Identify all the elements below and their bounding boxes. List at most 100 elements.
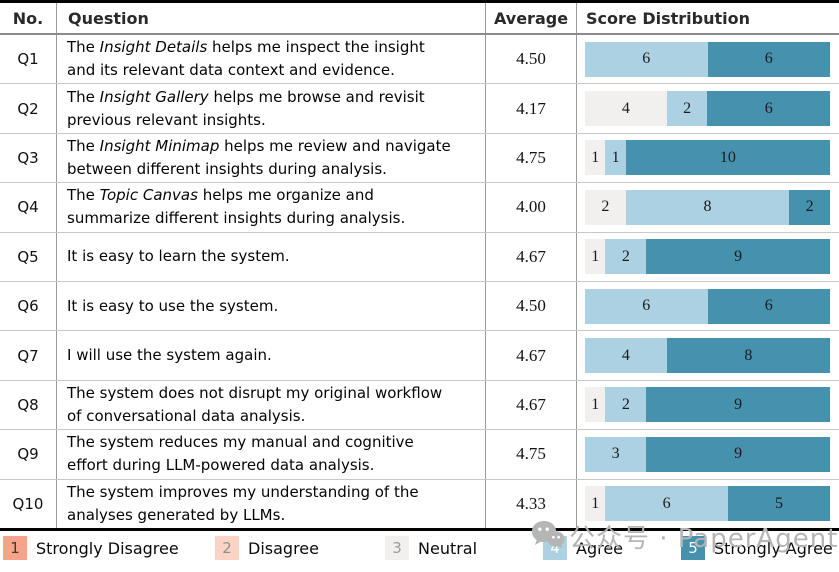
average-value: 4.67: [486, 331, 577, 380]
question-cell: It is easy to use the system.: [57, 281, 486, 331]
legend-swatch-4: 4: [543, 536, 567, 560]
table-row-q5: Q5 It is easy to learn the system. 4.67 1 2 9: [0, 232, 839, 282]
question-text-fragment: The: [67, 136, 100, 155]
bar-segment-score-3: 1: [585, 239, 606, 275]
average-value: 4.67: [486, 232, 577, 281]
legend-label: Neutral: [418, 538, 478, 558]
table-row-q7: Q7 I will use the system again. 4.67 4 8: [0, 331, 839, 381]
average-value: 4.75: [486, 133, 577, 183]
row-number: Q4: [0, 183, 57, 232]
table-row-q1: Q1 The Insight Details helps me inspect t…: [0, 35, 839, 85]
question-text-fragment: The: [67, 186, 100, 205]
row-number: Q7: [0, 331, 57, 380]
question-cell: The Topic Canvas helps me organize and s…: [57, 183, 486, 232]
row-number: Q10: [0, 479, 57, 528]
question-component-name: Insight Minimap: [99, 136, 220, 155]
question-cell: The Insight Gallery helps me browse and …: [57, 84, 486, 133]
bar-segment-score-4: 6: [605, 486, 728, 522]
legend-swatch-2: 2: [215, 536, 239, 560]
bar-segment-score-3: 4: [585, 91, 667, 127]
legend-label: Strongly Agree: [714, 538, 833, 558]
question-text-fragment: I will use the system again.: [67, 346, 272, 365]
legend-swatch-3: 3: [385, 536, 409, 560]
bar-segment-score-4: 4: [585, 338, 667, 374]
bar-segment-score-5: 6: [707, 91, 830, 127]
question-text: The system reduces my manual and cogniti…: [67, 431, 414, 477]
bar-segment-score-3: 1: [585, 140, 606, 176]
question-cell: I will use the system again.: [57, 331, 486, 380]
row-number: Q1: [0, 35, 57, 84]
bar-segment-score-5: 9: [646, 436, 830, 472]
question-text: It is easy to learn the system.: [67, 245, 290, 268]
table-body: Q1 The Insight Details helps me inspect t…: [0, 35, 839, 528]
table-row-q9: Q9 The system reduces my manual and cogni…: [0, 430, 839, 480]
question-text-fragment: helps me browse and revisit previous rel…: [67, 87, 425, 129]
bar-segment-score-5: 6: [707, 41, 830, 77]
average-value: 4.50: [486, 281, 577, 331]
question-text-fragment: It is easy to use the system.: [67, 296, 279, 315]
bar-segment-score-5: 8: [666, 338, 830, 374]
row-number: Q3: [0, 133, 57, 183]
bar-segment-score-4: 8: [625, 189, 790, 225]
row-number: Q8: [0, 380, 57, 430]
question-text: The Insight Gallery helps me browse and …: [67, 86, 425, 132]
column-header-average: Average: [486, 3, 577, 33]
question-cell: The Insight Minimap helps me review and …: [57, 133, 486, 183]
legend-label: Agree: [576, 538, 624, 558]
average-value: 4.17: [486, 84, 577, 133]
question-text-fragment: The system does not disrupt my original …: [67, 383, 443, 425]
question-text-fragment: The system improves my understanding of …: [67, 482, 419, 524]
question-text-fragment: helps me inspect the insight and its rel…: [67, 38, 425, 80]
question-text-fragment: helps me organize and summarize differen…: [67, 186, 406, 228]
legend-item-strongly-agree: 5 Strongly Agree: [681, 536, 833, 560]
bar-segment-score-5: 6: [707, 288, 830, 324]
question-text: The system does not disrupt my original …: [67, 382, 442, 428]
column-header-question: Question: [57, 3, 486, 33]
bar-segment-score-4: 2: [605, 239, 647, 275]
bar-segment-score-3: 1: [585, 387, 606, 423]
legend-label: Strongly Disagree: [36, 538, 179, 558]
table-row-q8: Q8 The system does not disrupt my origina…: [0, 380, 839, 431]
score-distribution-cell: 1 1 10: [577, 134, 839, 182]
column-header-no: No.: [0, 3, 57, 33]
question-text-fragment: helps me review and navigate between dif…: [67, 136, 451, 178]
bar-segment-score-4: 2: [605, 387, 647, 423]
question-text-fragment: The: [67, 87, 100, 106]
bar-segment-score-3: 2: [585, 189, 626, 225]
bar-segment-score-5: 10: [625, 140, 830, 176]
bar-segment-score-3: 1: [585, 486, 606, 522]
question-text-fragment: It is easy to learn the system.: [67, 247, 290, 266]
bar-segment-score-4: 6: [585, 288, 708, 324]
bar-segment-score-5: 9: [646, 387, 830, 423]
row-number: Q2: [0, 84, 57, 133]
bar-segment-score-5: 2: [789, 189, 830, 225]
legend-item-strongly-disagree: 1 Strongly Disagree: [3, 536, 179, 560]
legend-item-neutral: 3 Neutral: [385, 536, 477, 560]
question-text-fragment: The system reduces my manual and cogniti…: [67, 433, 414, 475]
row-number: Q6: [0, 281, 57, 331]
question-component-name: Insight Gallery: [99, 87, 209, 106]
survey-results-table: No. Question Average Score Distribution …: [0, 0, 839, 531]
question-text: It is easy to use the system.: [67, 295, 278, 318]
question-text: I will use the system again.: [67, 344, 272, 367]
average-value: 4.00: [486, 183, 577, 232]
average-value: 4.33: [486, 479, 577, 528]
stacked-bar-q3: 1 1 10: [585, 140, 830, 176]
average-value: 4.50: [486, 35, 577, 84]
question-cell: The system reduces my manual and cogniti…: [57, 430, 486, 479]
score-legend: 1 Strongly Disagree 2 Disagree 3 Neutral 4 Agre…: [0, 518, 839, 572]
bar-segment-score-4: 1: [605, 140, 626, 176]
table-row-q10: Q10 The system improves my understanding …: [0, 479, 839, 528]
legend-swatch-1: 1: [3, 536, 27, 560]
